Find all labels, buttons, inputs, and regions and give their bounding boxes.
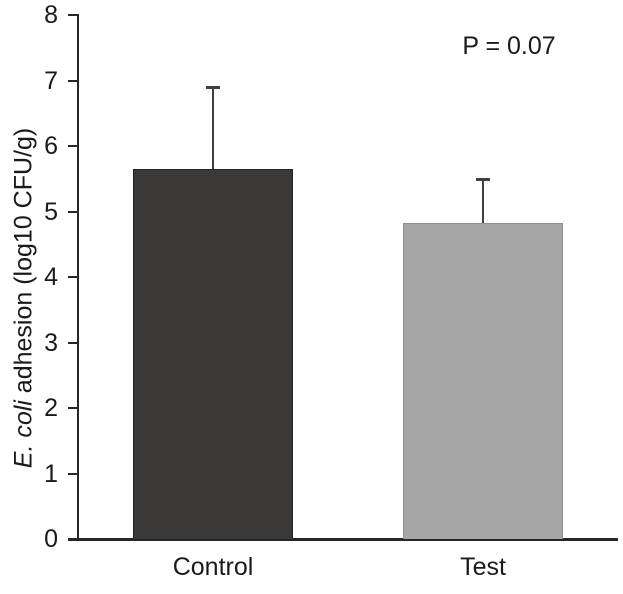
error-bar-test — [482, 178, 484, 223]
p-value-annotation: P = 0.07 — [462, 32, 556, 60]
y-tick-mark — [68, 341, 79, 344]
y-axis-line — [77, 15, 79, 541]
y-tick-label: 8 — [44, 1, 58, 29]
y-tick-label: 1 — [44, 459, 58, 488]
y-tick-label: 6 — [44, 132, 58, 160]
y-tick-mark — [68, 407, 79, 409]
y-tick-label: 3 — [44, 328, 58, 357]
error-bar-cap-test — [476, 177, 490, 181]
y-tick-mark — [68, 210, 79, 213]
x-category-label-test: Test — [460, 553, 506, 581]
y-tick-label: 2 — [44, 394, 58, 422]
y-tick-mark — [68, 538, 79, 540]
y-tick-label: 5 — [44, 197, 58, 226]
x-category-label-control: Control — [172, 553, 254, 581]
y-tick-mark — [68, 276, 79, 278]
x-axis-line — [68, 538, 618, 541]
y-tick-mark — [68, 472, 79, 475]
bar-test — [403, 222, 563, 539]
y-tick-label: 0 — [44, 525, 58, 553]
bar-control — [133, 168, 293, 539]
y-tick-label: 4 — [44, 263, 58, 291]
error-bar-control — [212, 87, 214, 169]
y-tick-mark — [68, 79, 79, 82]
y-tick-label: 7 — [44, 66, 58, 95]
y-tick-mark — [68, 14, 79, 16]
y-tick-mark — [68, 145, 79, 147]
error-bar-cap-control — [206, 86, 220, 90]
